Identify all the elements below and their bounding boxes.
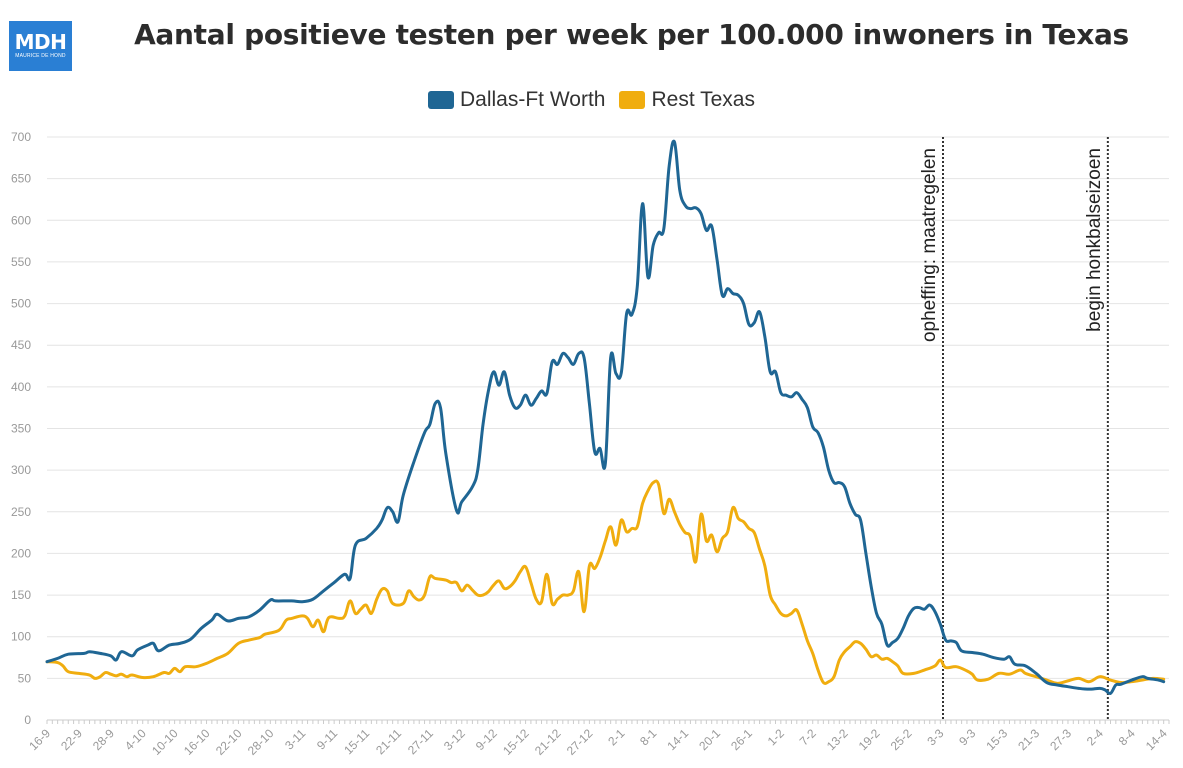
y-tick-label: 550 [11, 255, 31, 269]
x-tick-label: 27-12 [564, 726, 596, 758]
x-tick-label: 7-2 [797, 726, 819, 748]
x-tick-label: 15-3 [983, 726, 1010, 753]
annotation-layer: opheffing: maatregelen begin honkbalseizo… [919, 137, 1109, 720]
chart-legend: Dallas-Ft Worth Rest Texas [0, 88, 1183, 112]
x-tick-label: 13-2 [824, 726, 851, 753]
y-tick-label: 50 [18, 671, 32, 685]
legend-swatch-rest-texas [619, 91, 646, 109]
x-tick-label: 9-3 [956, 726, 978, 748]
x-tick-label: 2-4 [1084, 726, 1106, 748]
y-tick-label: 700 [11, 130, 31, 144]
chart-title: Aantal positieve testen per week per 100… [134, 18, 1129, 51]
y-tick-label: 250 [11, 505, 31, 519]
y-tick-label: 150 [11, 588, 31, 602]
grid-layer [47, 136, 1169, 721]
x-tick-label: 28-9 [90, 726, 117, 753]
x-tick-label: 3-11 [282, 726, 308, 752]
x-tick-label: 16-9 [26, 726, 53, 753]
y-tick-label: 100 [11, 630, 31, 644]
x-tick-label: 26-1 [728, 726, 755, 753]
series-layer [45, 139, 1166, 695]
x-tick-label: 14-4 [1143, 726, 1170, 753]
legend-swatch-dallas [428, 91, 454, 109]
x-tick-label: 8-1 [637, 726, 659, 748]
annotation-label: opheffing: maatregelen [919, 148, 940, 342]
legend-item-dallas[interactable]: Dallas-Ft Worth [428, 88, 605, 112]
x-tick-label: 15-12 [500, 726, 532, 758]
x-tick-label: 21-11 [373, 726, 404, 757]
x-tick-label: 4-10 [122, 726, 149, 753]
mdh-logo: MDH MAURICE DE HOND [9, 21, 72, 71]
x-tick-label: 27-11 [405, 726, 436, 757]
y-tick-label: 600 [11, 213, 31, 227]
x-tick-label: 3-12 [441, 726, 468, 753]
x-tick-label: 3-3 [924, 726, 946, 748]
y-tick-label: 500 [11, 297, 31, 311]
x-tick-label: 15-11 [341, 726, 372, 757]
x-tick-label: 22-10 [213, 726, 245, 758]
x-tick-label: 20-1 [696, 726, 723, 753]
x-tick-label: 10-10 [149, 726, 181, 758]
x-tick-label: 19-2 [856, 726, 883, 753]
x-tick-label: 8-4 [1116, 726, 1138, 748]
x-tick-label: 9-12 [473, 726, 500, 753]
y-tick-label: 450 [11, 338, 31, 352]
x-tick-label: 16-10 [181, 726, 213, 758]
legend-item-rest-texas[interactable]: Rest Texas [619, 88, 755, 112]
logo-subtext: MAURICE DE HOND [15, 53, 66, 59]
x-tick-label: 21-12 [532, 726, 564, 758]
x-tick-label: 27-3 [1047, 726, 1074, 753]
axis-layer: 0 50 100 150 200 250 300 350 400 450 500 550 600 650 7… [11, 130, 1170, 758]
x-tick-label: 9-11 [314, 726, 340, 752]
series-line-rest-texas [45, 479, 1166, 685]
x-tick-label: 25-2 [888, 726, 915, 753]
y-tick-label: 400 [11, 380, 31, 394]
y-tick-label: 0 [24, 713, 31, 727]
y-tick-label: 300 [11, 463, 31, 477]
logo-text: MDH [14, 30, 67, 54]
x-tick-label: 22-9 [58, 726, 85, 753]
x-tick-label: 14-1 [664, 726, 691, 753]
legend-label-rest-texas: Rest Texas [651, 88, 755, 111]
x-tick-label: 1-2 [765, 726, 787, 748]
y-tick-label: 650 [11, 172, 31, 186]
y-tick-label: 200 [11, 546, 31, 560]
x-tick-label: 2-1 [605, 726, 627, 748]
legend-label-dallas: Dallas-Ft Worth [460, 88, 606, 111]
series-line-dallas [45, 139, 1166, 695]
y-tick-label: 350 [11, 422, 31, 436]
annotation-label: begin honkbalseizoen [1084, 148, 1105, 332]
x-tick-label: 28-10 [245, 726, 277, 758]
x-tick-label: 21-3 [1015, 726, 1042, 753]
